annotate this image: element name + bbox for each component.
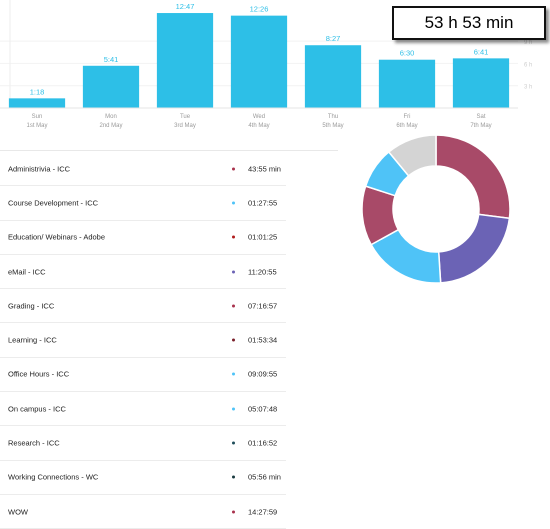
activity-time: 05:56 min bbox=[248, 472, 281, 482]
activity-name: On campus - ICC bbox=[8, 404, 66, 414]
y-tick-label: 9 h bbox=[524, 40, 532, 46]
activity-row[interactable]: Course Development - ICC 01:27:55 bbox=[0, 186, 286, 221]
bar[interactable] bbox=[156, 13, 214, 108]
activity-name: Course Development - ICC bbox=[8, 198, 99, 208]
activity-row[interactable]: On campus - ICC 05:07:48 bbox=[0, 392, 286, 427]
activity-time: 09:09:55 bbox=[248, 369, 278, 379]
x-tick-day: Wed bbox=[253, 114, 265, 120]
activity-color-dot bbox=[232, 235, 235, 239]
x-tick-day: Thu bbox=[328, 114, 338, 120]
activity-row[interactable]: Working Connections - WC 05:56 min bbox=[0, 461, 286, 495]
total-time-text: 53 h 53 min bbox=[424, 13, 514, 32]
activity-time: 14:27:59 bbox=[248, 507, 278, 517]
x-tick-date: 7th May bbox=[470, 123, 491, 129]
activity-time: 01:01:25 bbox=[248, 232, 278, 242]
x-tick-date: 5th May bbox=[322, 123, 343, 129]
activity-time: 01:53:34 bbox=[248, 335, 278, 345]
activity-name: Administrivia - ICC bbox=[8, 164, 71, 174]
activity-time: 05:07:48 bbox=[248, 404, 278, 414]
activity-row[interactable]: WOW 14:27:59 bbox=[0, 495, 286, 529]
bar-value-label: 5:41 bbox=[104, 55, 119, 64]
activity-name: eMail - ICC bbox=[8, 267, 46, 277]
x-tick-date: 6th May bbox=[396, 123, 417, 129]
activity-row[interactable]: Grading - ICC 07:16:57 bbox=[0, 289, 286, 324]
activity-name: Working Connections - WC bbox=[8, 472, 99, 482]
x-tick-day: Sat bbox=[476, 114, 485, 120]
activity-row[interactable]: Learning - ICC 01:53:34 bbox=[0, 323, 286, 358]
bar[interactable] bbox=[8, 98, 66, 108]
activity-time: 01:27:55 bbox=[248, 198, 278, 208]
bar[interactable] bbox=[452, 58, 510, 108]
activity-name: Office Hours - ICC bbox=[8, 369, 70, 379]
bar[interactable] bbox=[82, 65, 140, 108]
bar-value-label: 6:30 bbox=[400, 49, 415, 58]
bar-value-label: 12:26 bbox=[250, 5, 269, 14]
y-tick-label: 3 h bbox=[524, 85, 532, 91]
bar-value-label: 12:47 bbox=[176, 2, 195, 11]
bar-value-label: 6:41 bbox=[474, 47, 489, 56]
daily-bar-chart: 9 h 6 h 3 h 1:18 Sun 1st May 5:41 Mon 2nd May 12:… bbox=[0, 0, 550, 150]
activity-name: Learning - ICC bbox=[8, 335, 57, 345]
activity-time: 11:20:55 bbox=[248, 267, 277, 277]
bar-value-label: 8:27 bbox=[326, 34, 341, 43]
x-tick-date: 4th May bbox=[248, 123, 269, 129]
bar[interactable] bbox=[378, 59, 436, 108]
activity-row[interactable]: Administrivia - ICC 43:55 min bbox=[0, 152, 286, 187]
x-tick-date: 1st May bbox=[26, 123, 47, 129]
activity-color-dot bbox=[232, 270, 235, 274]
total-time-badge: 53 h 53 min bbox=[392, 6, 546, 40]
x-tick-day: Fri bbox=[404, 114, 411, 120]
bar-chart-svg: 9 h 6 h 3 h 1:18 Sun 1st May 5:41 Mon 2nd May 12:… bbox=[0, 0, 532, 129]
activity-name: WOW bbox=[8, 507, 28, 517]
activity-color-dot bbox=[232, 304, 235, 308]
activity-color-dot bbox=[232, 167, 235, 171]
bar-value-label: 1:18 bbox=[30, 87, 45, 96]
bar[interactable] bbox=[304, 45, 362, 108]
x-tick-date: 3rd May bbox=[174, 123, 196, 129]
donut-slice[interactable] bbox=[437, 213, 511, 284]
activity-donut-chart bbox=[361, 134, 511, 284]
activity-row[interactable]: Education/ Webinars - Adobe 01:01:25 bbox=[0, 221, 286, 255]
activity-name: Education/ Webinars - Adobe bbox=[8, 232, 106, 242]
activity-color-dot bbox=[232, 338, 235, 342]
chart-divider bbox=[0, 150, 338, 151]
donut-slice[interactable] bbox=[387, 134, 437, 177]
y-tick-label: 6 h bbox=[524, 62, 532, 68]
activity-color-dot bbox=[232, 201, 235, 205]
activity-color-dot bbox=[232, 441, 235, 445]
activity-row[interactable]: Office Hours - ICC 09:09:55 bbox=[0, 358, 286, 393]
activity-time: 01:16:52 bbox=[248, 438, 278, 448]
x-tick-date: 2nd May bbox=[99, 123, 122, 129]
donut-slice[interactable] bbox=[435, 134, 511, 220]
x-tick-day: Sun bbox=[32, 114, 43, 120]
activity-color-dot bbox=[232, 510, 235, 514]
x-tick-day: Tue bbox=[180, 114, 191, 120]
activity-row[interactable]: Research - ICC 01:16:52 bbox=[0, 426, 286, 461]
activity-time: 43:55 min bbox=[248, 164, 281, 174]
activity-color-dot bbox=[232, 475, 235, 479]
activity-row[interactable]: eMail - ICC 11:20:55 bbox=[0, 255, 286, 290]
bar[interactable] bbox=[230, 15, 288, 108]
activity-time: 07:16:57 bbox=[248, 301, 278, 311]
activity-color-dot bbox=[232, 372, 235, 376]
activity-name: Grading - ICC bbox=[8, 301, 55, 311]
x-tick-day: Mon bbox=[105, 114, 117, 120]
activity-list: Administrivia - ICC 43:55 min Course Devel… bbox=[0, 152, 286, 529]
activity-name: Research - ICC bbox=[8, 438, 60, 448]
activity-color-dot bbox=[232, 407, 235, 411]
